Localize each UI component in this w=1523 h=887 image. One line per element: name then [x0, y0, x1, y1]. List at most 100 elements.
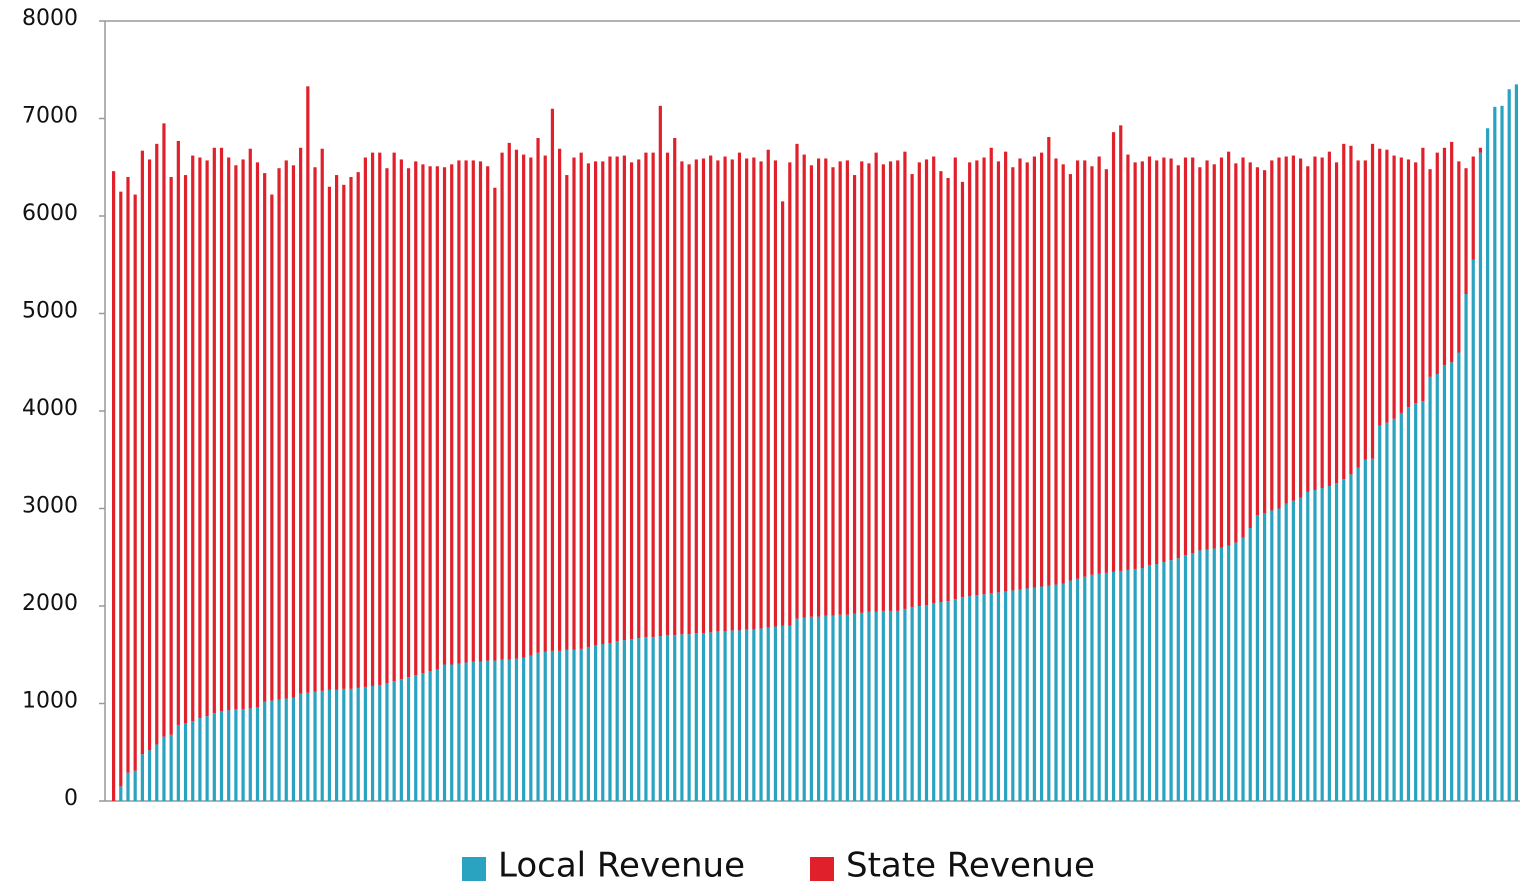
bar-segment — [1090, 574, 1094, 801]
bar-segment — [615, 156, 619, 642]
bar-segment — [1291, 155, 1295, 501]
bar-segment — [924, 605, 929, 801]
bar-segment — [1147, 156, 1152, 566]
bar-segment — [845, 614, 849, 801]
bar-segment — [644, 637, 648, 801]
bar-segment — [946, 177, 950, 602]
bar-segment — [147, 159, 152, 751]
bar-segment — [802, 617, 806, 801]
bar-segment — [1176, 558, 1180, 801]
bar-segment — [111, 171, 116, 801]
bar-segment — [263, 701, 267, 801]
bar-segment — [313, 691, 317, 801]
bar-segment — [824, 158, 828, 616]
bar-segment — [536, 138, 540, 653]
bar-segment — [996, 592, 1001, 801]
bar-segment — [1442, 147, 1447, 366]
bar-segment — [1478, 147, 1483, 153]
bar-segment — [248, 148, 252, 709]
bar-segment — [140, 754, 144, 801]
bar-segment — [795, 618, 799, 801]
bar-segment — [975, 595, 979, 801]
bar-segment — [773, 160, 778, 627]
bar-segment — [1075, 578, 1080, 801]
bar-segment — [601, 161, 605, 645]
bar-segment — [1241, 537, 1245, 801]
bar-segment — [1486, 128, 1490, 801]
bar-segment — [536, 652, 540, 801]
bar-segment — [953, 599, 957, 801]
bar-segment — [1241, 157, 1245, 538]
bar-segment — [155, 744, 159, 801]
bar-segment — [795, 143, 799, 619]
bar-segment — [838, 614, 842, 801]
bar-segment — [644, 152, 648, 638]
bar-segment — [1493, 106, 1497, 802]
bar-segment — [1327, 486, 1331, 801]
bar-segment — [1025, 162, 1029, 589]
bar-segment — [414, 675, 418, 801]
bar-segment — [363, 157, 367, 687]
bar-segment — [543, 651, 547, 801]
bar-segment — [1263, 513, 1267, 801]
bar-segment — [1334, 162, 1339, 484]
bar-segment — [457, 663, 461, 801]
bar-segment — [212, 147, 216, 714]
bar-segment — [1327, 151, 1331, 487]
bar-segment — [1471, 259, 1475, 801]
bar-segment — [1378, 425, 1382, 801]
bar-segment — [241, 159, 245, 710]
bar-segment — [608, 156, 612, 644]
bar-segment — [1140, 567, 1144, 801]
bar-segment — [960, 181, 965, 598]
bar-segment — [1040, 152, 1044, 587]
bar-segment — [975, 160, 979, 596]
bar-segment — [680, 634, 684, 801]
bar-segment — [910, 606, 914, 801]
bar-segment — [932, 603, 936, 801]
legend-swatch — [810, 857, 834, 881]
legend-label: State Revenue — [846, 846, 1095, 886]
bar-segment — [752, 629, 756, 801]
bar-segment — [1234, 542, 1238, 801]
bar-segment — [119, 786, 123, 801]
bar-segment — [234, 709, 238, 801]
bar-segment — [335, 175, 339, 690]
bar-segment — [392, 681, 396, 801]
bar-segment — [1011, 590, 1015, 801]
bar-segment — [781, 201, 785, 626]
bar-segment — [996, 161, 1001, 593]
bar-segment — [1004, 151, 1008, 592]
bar-segment — [809, 616, 814, 801]
bar-segment — [478, 661, 483, 801]
bar-segment — [701, 633, 706, 801]
bar-segment — [291, 697, 296, 801]
bar-segment — [1263, 170, 1267, 514]
bar-segment — [658, 105, 662, 637]
bar-segment — [543, 155, 547, 652]
bar-segment — [716, 160, 720, 632]
bar-segment — [788, 162, 792, 626]
bar-segment — [550, 650, 555, 801]
bar-segment — [205, 716, 209, 801]
bar-segment — [212, 713, 216, 801]
bar-segment — [1464, 168, 1468, 294]
bar-segment — [1370, 458, 1375, 801]
bar-segment — [593, 161, 598, 645]
bar-segment — [1342, 143, 1346, 480]
bar-segment — [522, 657, 526, 801]
bar-segment — [219, 147, 224, 712]
bar-segment — [752, 157, 756, 630]
bar-segment — [1450, 362, 1454, 801]
bar-segment — [1320, 157, 1324, 489]
bar-segment — [1435, 152, 1439, 374]
bar-segment — [493, 660, 497, 801]
bar-segment — [629, 162, 634, 640]
bar-segment — [349, 688, 353, 801]
bar-segment — [133, 770, 137, 801]
bar-segment — [924, 159, 929, 606]
legend-swatch — [462, 857, 486, 881]
bar-segment — [169, 734, 173, 801]
bar-segment — [572, 649, 576, 801]
bar-segment — [1191, 553, 1195, 801]
